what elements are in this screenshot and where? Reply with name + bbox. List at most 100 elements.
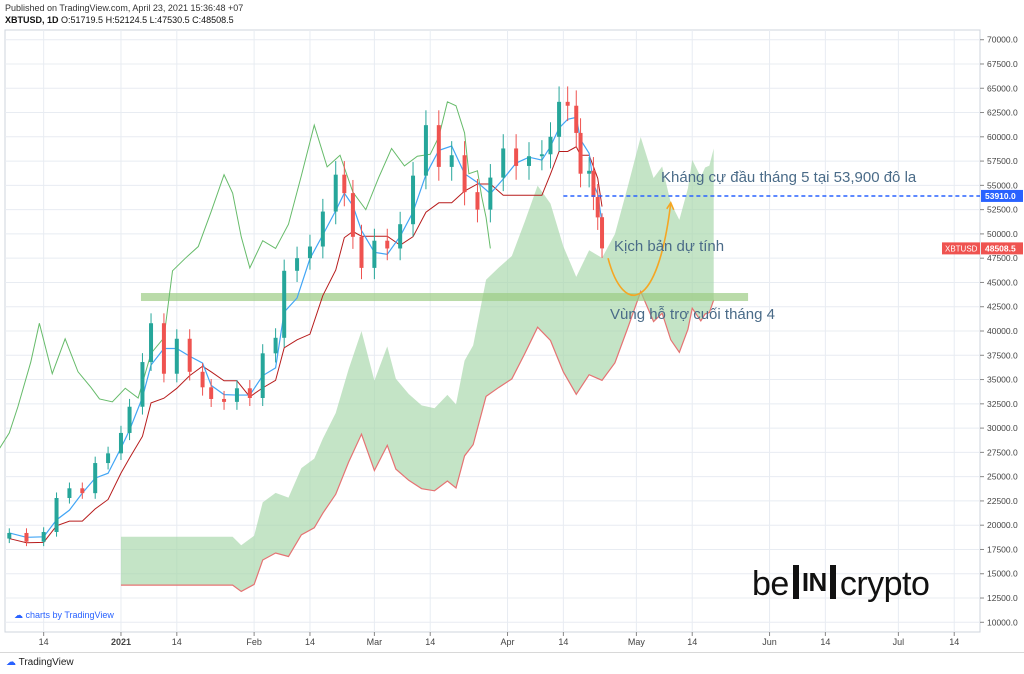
candle-body [578,132,583,174]
candle-body [501,148,506,178]
senkou-b-line [120,289,715,593]
candle-body [307,246,312,259]
y-tick-label: 12500.0 [987,593,1018,603]
candle-body [333,174,338,212]
logo-right: crypto [839,565,930,603]
y-tick-label: 60000.0 [987,132,1018,142]
y-tick-label: 45000.0 [987,277,1018,287]
y-tick-label: 50000.0 [987,229,1018,239]
candle-body [161,323,166,374]
tradingview-watermark[interactable]: ☁ charts by TradingView [14,610,114,621]
x-tick-label: Feb [246,637,262,647]
candle-body [462,155,467,193]
y-tick-label: 57500.0 [987,156,1018,166]
price-chart: 10000.0 12500.0 15000.0 17500.0 20000.0 22500… [0,29,1023,647]
candle-body [260,353,265,398]
candle-body [557,101,562,137]
kumo-cloud [120,137,714,592]
tradingview-icon: ☁ [6,657,16,668]
x-tick-label: 14 [558,637,568,647]
y-tick-label: 42500.0 [987,302,1018,312]
x-tick-label: 14 [39,637,49,647]
y-tick-label: 62500.0 [987,108,1018,118]
candle-body [398,224,403,249]
y-tick-label: 37500.0 [987,350,1018,360]
candle-body [200,371,205,388]
symbol-label: XBTUSD, 1D [5,15,59,25]
candle-body [295,258,300,271]
chikou-line [0,101,491,449]
candle-body [140,362,145,407]
candle-body [342,174,347,194]
x-tick-label: Jun [762,637,777,647]
y-tick-label: 30000.0 [987,423,1018,433]
symbol-tag [942,242,980,255]
candle-body [41,531,46,542]
candle-body [127,406,132,433]
candle-body [187,338,192,372]
candle-body [54,498,59,532]
candle-body [514,148,519,166]
candle-body [372,240,377,268]
candle-body [67,488,72,499]
candle-body [600,217,605,249]
candle-body [436,125,441,167]
candle-body [222,398,227,402]
projection-arrowhead [666,201,675,211]
y-tick-label: 32500.0 [987,399,1018,409]
y-tick-label: 70000.0 [987,35,1018,45]
x-tick-label: Jul [893,637,905,647]
footer-bar: ☁ TradingView [0,652,1024,674]
y-tick-label: 47500.0 [987,253,1018,263]
y-tick-label: 52500.0 [987,205,1018,215]
candle-body [587,170,592,174]
candle-body [247,388,252,398]
x-tick-label: 14 [687,637,697,647]
candle-body [595,197,600,218]
price-label-text: 53910.0 [985,191,1016,201]
x-tick-label: 14 [305,637,315,647]
candle-body [527,156,532,166]
candle-body [385,240,390,249]
x-tick-label: 14 [949,637,959,647]
logo-left: be [752,565,789,603]
candle-body [273,337,278,354]
annotation-resistance: Kháng cự đầu tháng 5 tại 53,900 đô la [661,169,917,186]
annotation-support: Vùng hỗ trợ cuối tháng 4 [610,306,775,323]
y-tick-label: 35000.0 [987,375,1018,385]
candle-body [539,154,544,157]
candle-body [7,532,12,539]
y-tick-label: 67500.0 [987,59,1018,69]
x-tick-label: Mar [367,637,383,647]
x-tick-label: 14 [820,637,830,647]
x-tick-label: 2021 [111,637,131,647]
candle-body [350,193,355,237]
candle-body [209,387,214,399]
symbol-tag-text: XBTUSD [945,244,978,253]
becrypto-logo: be IN crypto [752,565,930,604]
price-label-box [981,189,1023,202]
y-tick-label: 55000.0 [987,180,1018,190]
annotation-scenario: Kịch bản dự tính [614,238,725,255]
candle-body [591,170,596,198]
x-tick-label: 14 [425,637,435,647]
logo-middle: IN [792,565,836,599]
candle-body [320,211,325,247]
watermark-text: charts by TradingView [25,610,114,620]
x-tick-label: May [628,637,646,647]
ohlc-values: O:51719.5 H:52124.5 L:47530.5 C:48508.5 [61,15,234,25]
candle-body [93,463,98,494]
price-label-box [981,242,1023,255]
candle-body [488,177,493,210]
candle-body [118,432,123,454]
publish-info: Published on TradingView.com, April 23, … [5,3,244,13]
candle-body [449,155,454,167]
y-tick-label: 40000.0 [987,326,1018,336]
projection-arrow [607,202,672,296]
candle-body [174,338,179,374]
symbol-header: XBTUSD, 1D O:51719.5 H:52124.5 L:47530.5… [5,15,234,25]
y-tick-label: 27500.0 [987,447,1018,457]
candle-body [548,136,553,155]
candle-body [106,453,111,464]
tradingview-brand[interactable]: ☁ TradingView [6,657,74,668]
